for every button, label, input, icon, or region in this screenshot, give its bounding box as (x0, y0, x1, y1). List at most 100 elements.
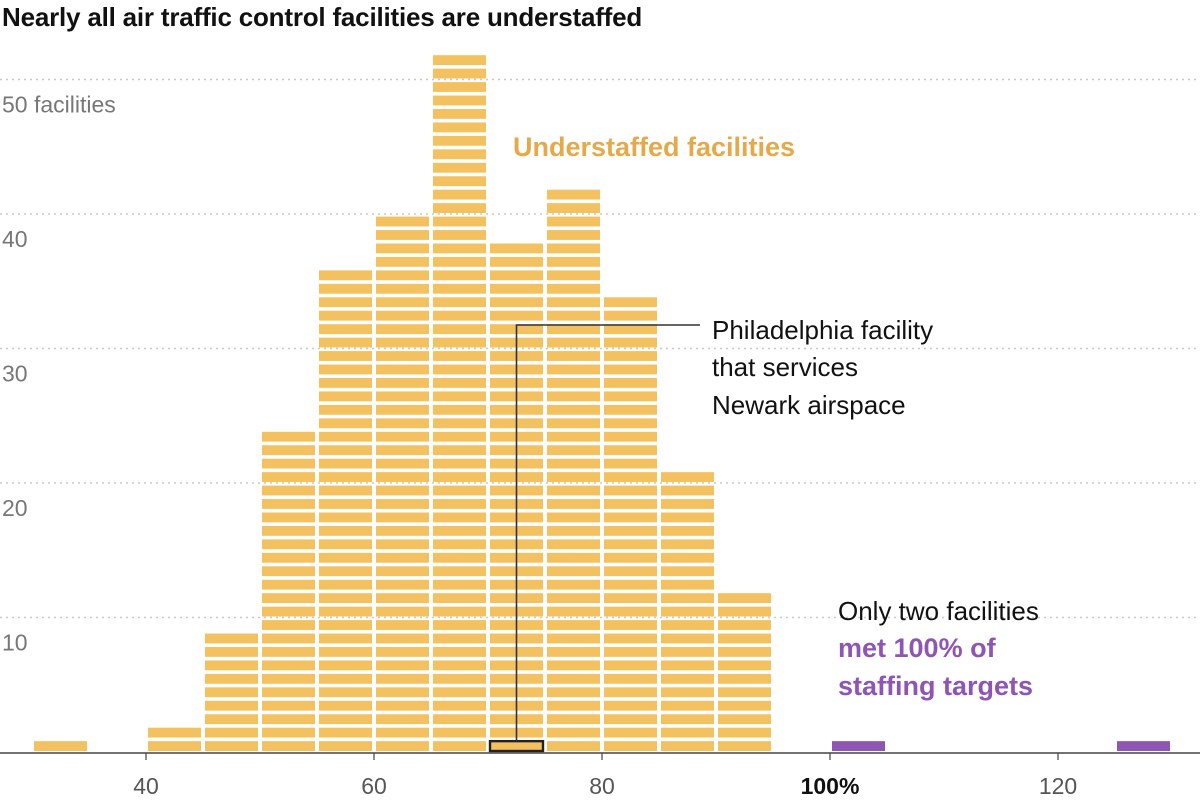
bar-segment (547, 431, 600, 442)
bar-segment (604, 391, 657, 402)
bar-segment (661, 539, 714, 550)
bar-segment (661, 741, 714, 751)
bar-segment (376, 337, 429, 348)
bar-segment (205, 741, 258, 751)
bar-segment (262, 700, 315, 711)
bar-segment (433, 633, 486, 644)
bar-segment (547, 525, 600, 536)
bar-segment (433, 552, 486, 563)
bar-segment (262, 633, 315, 644)
bar-segment (433, 230, 486, 240)
bar-segment (376, 324, 429, 335)
bar-segment (547, 404, 600, 415)
bar-segment (34, 741, 87, 751)
chart-title: Nearly all air traffic control facilitie… (2, 2, 643, 32)
bar-segment (547, 270, 600, 281)
bar-segment (661, 552, 714, 563)
bar-segment (433, 539, 486, 550)
bar-segment (604, 566, 657, 577)
bar-segment (376, 216, 429, 227)
bar-segment (376, 606, 429, 617)
bar-segment (319, 458, 372, 469)
bar-segment (547, 391, 600, 402)
only-two-facilities-line-2: met 100% of (838, 633, 997, 663)
bar-segment (319, 270, 372, 281)
bar-segment (547, 230, 600, 240)
bar-segment (604, 727, 657, 738)
bar-segment (604, 445, 657, 456)
bar-segment (604, 351, 657, 361)
bar-segment (547, 673, 600, 684)
bar-segment (433, 82, 486, 92)
bar-segment (433, 431, 486, 442)
bar-segment (433, 579, 486, 590)
bar-segment (433, 472, 486, 482)
bar-segment (433, 700, 486, 711)
bar-segment (547, 539, 600, 550)
bar-segment (718, 660, 771, 671)
bar-segment (433, 324, 486, 335)
bar-segment (661, 525, 714, 536)
bar-segment (205, 673, 258, 684)
bar-segment (604, 431, 657, 442)
bar-segment (376, 499, 429, 509)
bar-segment (262, 579, 315, 590)
philadelphia-label-line-2: that services (712, 352, 858, 382)
bar-segment (319, 727, 372, 738)
bar-segment (376, 418, 429, 429)
y-tick-label: 50 facilities (2, 92, 116, 118)
histogram-bar (604, 297, 657, 751)
bar-segment (547, 552, 600, 563)
bar-segment (319, 552, 372, 563)
bar-segment (376, 539, 429, 550)
bar-segment (604, 499, 657, 509)
bar-segment (433, 525, 486, 536)
philadelphia-label-line-3: Newark airspace (712, 390, 906, 420)
bar-segment (661, 633, 714, 644)
bar-segment (376, 391, 429, 402)
bar-segment (661, 579, 714, 590)
histogram-bar (34, 741, 87, 751)
bar-segment (433, 297, 486, 308)
bar-segment (262, 431, 315, 442)
bar-segment (604, 660, 657, 671)
bar-segment (433, 378, 486, 388)
bar-segment (376, 552, 429, 563)
bar-segment (376, 351, 429, 361)
bar-segment (262, 566, 315, 577)
bar-segment (547, 741, 600, 751)
bar-segment (205, 687, 258, 698)
bar-segment (262, 552, 315, 563)
bar-segment (547, 687, 600, 698)
bar-segment (604, 539, 657, 550)
bar-segment (433, 176, 486, 187)
bar-segment (262, 512, 315, 523)
bar-segment (547, 660, 600, 671)
bar-segment (148, 727, 201, 738)
bar-segment (661, 485, 714, 496)
bar-segment (832, 741, 885, 751)
bar-segment (376, 633, 429, 644)
bar-segment (547, 310, 600, 321)
philadelphia-leader-line (515, 324, 700, 742)
bar-segment (604, 512, 657, 523)
histogram-bar (205, 633, 258, 751)
bar-segment (319, 485, 372, 496)
bar-segment (319, 364, 372, 375)
bar-segment (433, 55, 486, 66)
bar-segment (547, 714, 600, 725)
bar-segment (433, 485, 486, 496)
bar-segment (604, 525, 657, 536)
gridlines: 10 20 30 40 50 facilities (0, 78, 1200, 656)
bar-segment (319, 660, 372, 671)
bar-segment (547, 351, 600, 361)
bar-segment (718, 741, 771, 751)
bar-segment (376, 404, 429, 415)
only-two-facilities-line-3: staffing targets (838, 671, 1033, 701)
bar-segment (604, 310, 657, 321)
bar-segment (262, 741, 315, 751)
bar-segment (319, 337, 372, 348)
bar-segment (547, 566, 600, 577)
bar-segment (376, 714, 429, 725)
